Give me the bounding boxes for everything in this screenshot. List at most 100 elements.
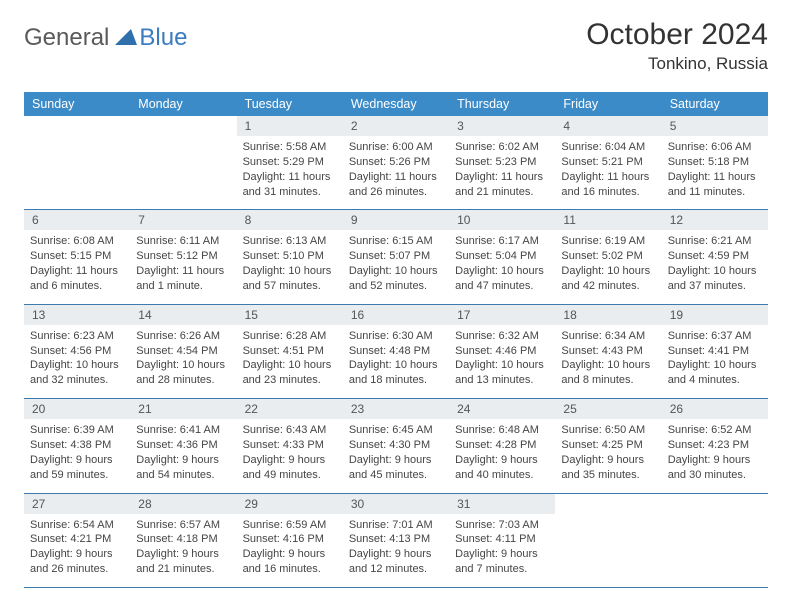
sunset-text: Sunset: 4:38 PM <box>30 438 124 453</box>
day-number-cell: 2 <box>343 116 449 136</box>
day-number-cell: 14 <box>130 304 236 325</box>
sunset-text: Sunset: 4:48 PM <box>349 344 443 359</box>
week-row: Sunrise: 6:08 AMSunset: 5:15 PMDaylight:… <box>24 230 768 304</box>
daylight-text-line1: Daylight: 9 hours <box>349 547 443 562</box>
daylight-text-line1: Daylight: 10 hours <box>243 358 337 373</box>
sunrise-text: Sunrise: 6:43 AM <box>243 423 337 438</box>
sunrise-text: Sunrise: 6:04 AM <box>561 140 655 155</box>
daylight-text-line2: and 21 minutes. <box>136 562 230 577</box>
day-number-cell: 7 <box>130 210 236 231</box>
day-cell: Sunrise: 6:08 AMSunset: 5:15 PMDaylight:… <box>24 230 130 304</box>
sunrise-text: Sunrise: 6:11 AM <box>136 234 230 249</box>
daylight-text-line2: and 26 minutes. <box>30 562 124 577</box>
daylight-text-line1: Daylight: 10 hours <box>668 264 762 279</box>
day-number-cell: 17 <box>449 304 555 325</box>
day-cell: Sunrise: 6:57 AMSunset: 4:18 PMDaylight:… <box>130 514 236 588</box>
sunrise-text: Sunrise: 6:34 AM <box>561 329 655 344</box>
sunrise-text: Sunrise: 6:06 AM <box>668 140 762 155</box>
daylight-text-line1: Daylight: 10 hours <box>349 264 443 279</box>
daylight-text-line1: Daylight: 10 hours <box>668 358 762 373</box>
daylight-text-line1: Daylight: 10 hours <box>349 358 443 373</box>
logo-text-general: General <box>24 24 109 52</box>
sunset-text: Sunset: 5:12 PM <box>136 249 230 264</box>
daylight-text-line1: Daylight: 10 hours <box>561 358 655 373</box>
daylight-text-line1: Daylight: 10 hours <box>243 264 337 279</box>
daylight-text-line2: and 13 minutes. <box>455 373 549 388</box>
daylight-text-line2: and 18 minutes. <box>349 373 443 388</box>
day-number-cell: 6 <box>24 210 130 231</box>
sunrise-text: Sunrise: 6:50 AM <box>561 423 655 438</box>
sunrise-text: Sunrise: 6:52 AM <box>668 423 762 438</box>
sunrise-text: Sunrise: 6:21 AM <box>668 234 762 249</box>
day-cell: Sunrise: 7:01 AMSunset: 4:13 PMDaylight:… <box>343 514 449 588</box>
daylight-text-line2: and 59 minutes. <box>30 468 124 483</box>
sunrise-text: Sunrise: 5:58 AM <box>243 140 337 155</box>
daylight-text-line2: and 26 minutes. <box>349 185 443 200</box>
dow-sunday: Sunday <box>24 92 130 116</box>
day-number-row: 2728293031 <box>24 493 768 514</box>
sunset-text: Sunset: 4:16 PM <box>243 532 337 547</box>
sunset-text: Sunset: 4:54 PM <box>136 344 230 359</box>
day-number-cell: 24 <box>449 399 555 420</box>
day-cell: Sunrise: 6:28 AMSunset: 4:51 PMDaylight:… <box>237 325 343 399</box>
daylight-text-line2: and 12 minutes. <box>349 562 443 577</box>
daylight-text-line1: Daylight: 11 hours <box>349 170 443 185</box>
sunset-text: Sunset: 4:25 PM <box>561 438 655 453</box>
sunrise-text: Sunrise: 6:39 AM <box>30 423 124 438</box>
day-cell: Sunrise: 6:11 AMSunset: 5:12 PMDaylight:… <box>130 230 236 304</box>
calendar-table: Sunday Monday Tuesday Wednesday Thursday… <box>24 92 768 588</box>
sunset-text: Sunset: 5:29 PM <box>243 155 337 170</box>
day-cell: Sunrise: 6:19 AMSunset: 5:02 PMDaylight:… <box>555 230 661 304</box>
daylight-text-line2: and 4 minutes. <box>668 373 762 388</box>
day-number-cell: 12 <box>662 210 768 231</box>
sunset-text: Sunset: 5:21 PM <box>561 155 655 170</box>
day-number-cell: 5 <box>662 116 768 136</box>
day-cell: Sunrise: 6:50 AMSunset: 4:25 PMDaylight:… <box>555 419 661 493</box>
daylight-text-line2: and 8 minutes. <box>561 373 655 388</box>
daylight-text-line1: Daylight: 10 hours <box>455 358 549 373</box>
sunset-text: Sunset: 4:21 PM <box>30 532 124 547</box>
day-number-row: 12345 <box>24 116 768 136</box>
day-number-cell: 19 <box>662 304 768 325</box>
daylight-text-line2: and 42 minutes. <box>561 279 655 294</box>
dow-thursday: Thursday <box>449 92 555 116</box>
day-cell: Sunrise: 6:13 AMSunset: 5:10 PMDaylight:… <box>237 230 343 304</box>
day-number-cell: 29 <box>237 493 343 514</box>
daylight-text-line1: Daylight: 10 hours <box>561 264 655 279</box>
logo-text-blue: Blue <box>139 24 187 52</box>
day-cell: Sunrise: 6:26 AMSunset: 4:54 PMDaylight:… <box>130 325 236 399</box>
sunset-text: Sunset: 5:10 PM <box>243 249 337 264</box>
day-cell: Sunrise: 6:21 AMSunset: 4:59 PMDaylight:… <box>662 230 768 304</box>
sunset-text: Sunset: 4:46 PM <box>455 344 549 359</box>
title-block: October 2024 Tonkino, Russia <box>586 18 768 74</box>
location: Tonkino, Russia <box>586 54 768 74</box>
week-row: Sunrise: 5:58 AMSunset: 5:29 PM Daylight:… <box>24 136 768 210</box>
sunrise-text: Sunrise: 6:48 AM <box>455 423 549 438</box>
daylight-text-line2: and 28 minutes. <box>136 373 230 388</box>
day-number-cell: 11 <box>555 210 661 231</box>
daylight-text-line1: Daylight: 10 hours <box>136 358 230 373</box>
daylight-text-line2: and 11 minutes. <box>668 185 762 200</box>
day-cell <box>24 136 130 210</box>
sunset-text: Sunset: 5:23 PM <box>455 155 549 170</box>
sunrise-text: Sunrise: 6:08 AM <box>30 234 124 249</box>
sunrise-text: Sunrise: 6:23 AM <box>30 329 124 344</box>
sunrise-text: Sunrise: 6:41 AM <box>136 423 230 438</box>
day-number-cell: 22 <box>237 399 343 420</box>
day-cell: Sunrise: 6:41 AMSunset: 4:36 PMDaylight:… <box>130 419 236 493</box>
daylight-text-line1: Daylight: 10 hours <box>30 358 124 373</box>
day-number-cell: 21 <box>130 399 236 420</box>
sunrise-text: Sunrise: 6:54 AM <box>30 518 124 533</box>
day-number-cell: 8 <box>237 210 343 231</box>
daylight-text-line1: Daylight: 11 hours <box>668 170 762 185</box>
day-cell: Sunrise: 6:02 AMSunset: 5:23 PMDaylight:… <box>449 136 555 210</box>
sunrise-text: Sunrise: 6:32 AM <box>455 329 549 344</box>
daylight-text-line1: Daylight: 10 hours <box>455 264 549 279</box>
sunset-text: Sunset: 4:13 PM <box>349 532 443 547</box>
daylight-text-line1: Daylight: 9 hours <box>30 547 124 562</box>
sunset-text: Sunset: 4:59 PM <box>668 249 762 264</box>
daylight-text-line2: and 57 minutes. <box>243 279 337 294</box>
daylight-text-line2: and 54 minutes. <box>136 468 230 483</box>
daylight-text-line1: Daylight: 11 hours <box>455 170 549 185</box>
day-cell: Sunrise: 6:37 AMSunset: 4:41 PMDaylight:… <box>662 325 768 399</box>
